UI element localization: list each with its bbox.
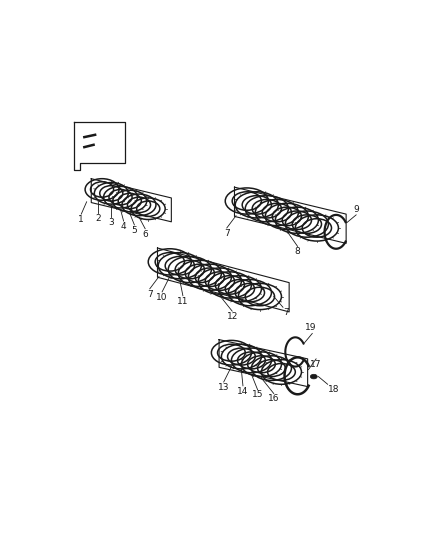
Text: 17: 17 [311,360,322,369]
Text: 1: 1 [78,215,84,224]
Text: 6: 6 [142,230,148,238]
Text: 10: 10 [156,293,168,302]
Text: 16: 16 [268,394,279,403]
Text: 2: 2 [95,214,101,223]
Text: 15: 15 [252,391,263,399]
Text: 4: 4 [121,222,127,231]
Text: 9: 9 [353,205,359,214]
Text: 3: 3 [109,218,114,227]
Text: 11: 11 [177,296,189,305]
Text: 7: 7 [224,229,230,238]
Ellipse shape [311,374,317,379]
Text: 8: 8 [295,247,300,256]
Text: 14: 14 [237,386,249,395]
Text: 5: 5 [131,225,137,235]
Text: 13: 13 [218,383,230,392]
Text: 18: 18 [328,385,339,394]
Text: 19: 19 [305,323,317,332]
Text: 12: 12 [226,312,238,321]
Text: 7: 7 [283,308,289,317]
Text: 7: 7 [147,289,153,298]
